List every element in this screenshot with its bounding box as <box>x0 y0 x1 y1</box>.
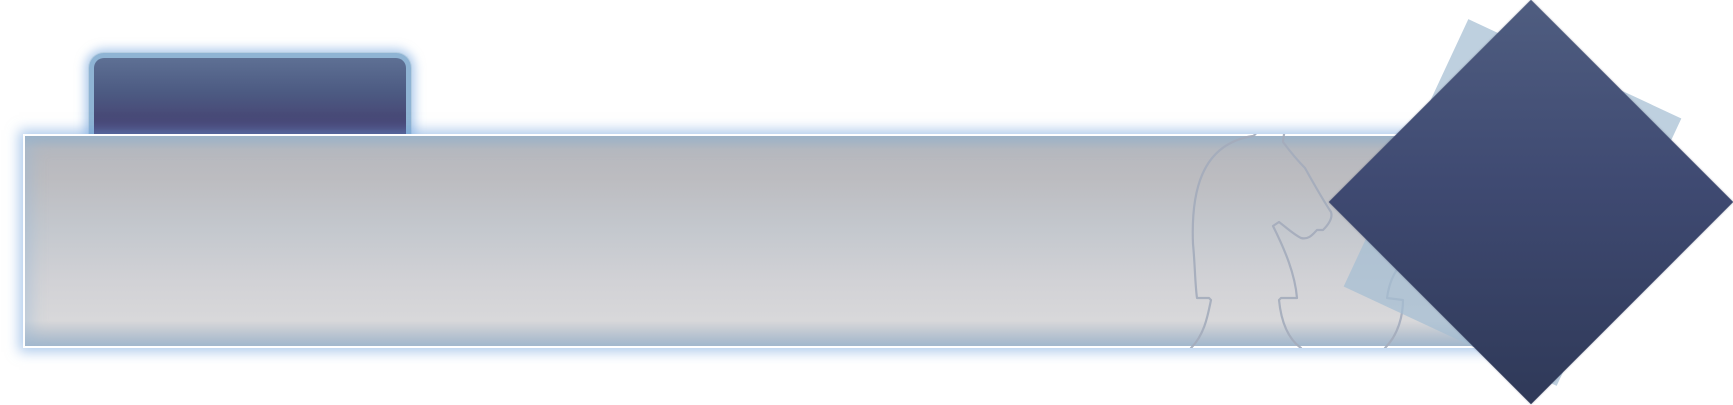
banner-panel <box>23 134 1553 348</box>
header-tab <box>88 52 412 136</box>
